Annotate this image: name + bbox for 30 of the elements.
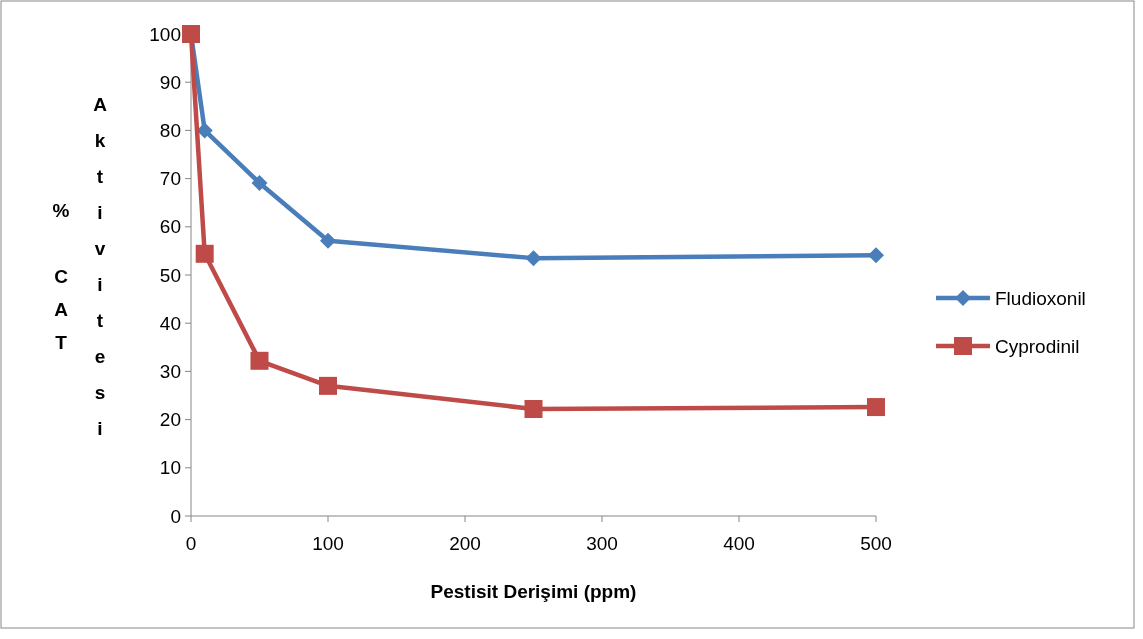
y-tick-label: 0 (170, 505, 181, 527)
x-tick-label: 100 (312, 533, 344, 554)
point (867, 398, 885, 417)
y-tick-label: 60 (159, 216, 181, 238)
point (524, 400, 543, 418)
point (319, 376, 337, 395)
point (251, 174, 268, 191)
y-tick-label: 50 (159, 264, 181, 286)
point (525, 250, 542, 267)
legend-label: Fludioxonil (995, 287, 1086, 309)
y-tick-label: 100 (149, 23, 181, 45)
y-tick-label: 40 (159, 312, 181, 334)
y-tick-label: 10 (159, 457, 181, 479)
point (868, 247, 884, 264)
x-tick-label: 500 (860, 533, 892, 554)
x-tick-label: 200 (449, 533, 481, 554)
y-tick-label: 80 (159, 120, 181, 142)
x-tick-label: 300 (586, 533, 618, 554)
x-tick-label: 400 (723, 533, 755, 554)
point (320, 232, 336, 249)
y-tick-label: 30 (159, 361, 181, 383)
point (250, 351, 269, 370)
x-tick-label: 0 (185, 533, 197, 554)
y-tick-label: 90 (159, 71, 181, 93)
x-axis-title: Pestisit Derişimi (ppm) (430, 581, 637, 602)
y-tick-label: 70 (159, 168, 181, 190)
point (195, 244, 214, 263)
legend-label: Cyprodinil (995, 335, 1080, 357)
y-tick-label: 20 (159, 409, 181, 431)
y-axis-title: % CAT Aktivitesi (50, 94, 111, 454)
